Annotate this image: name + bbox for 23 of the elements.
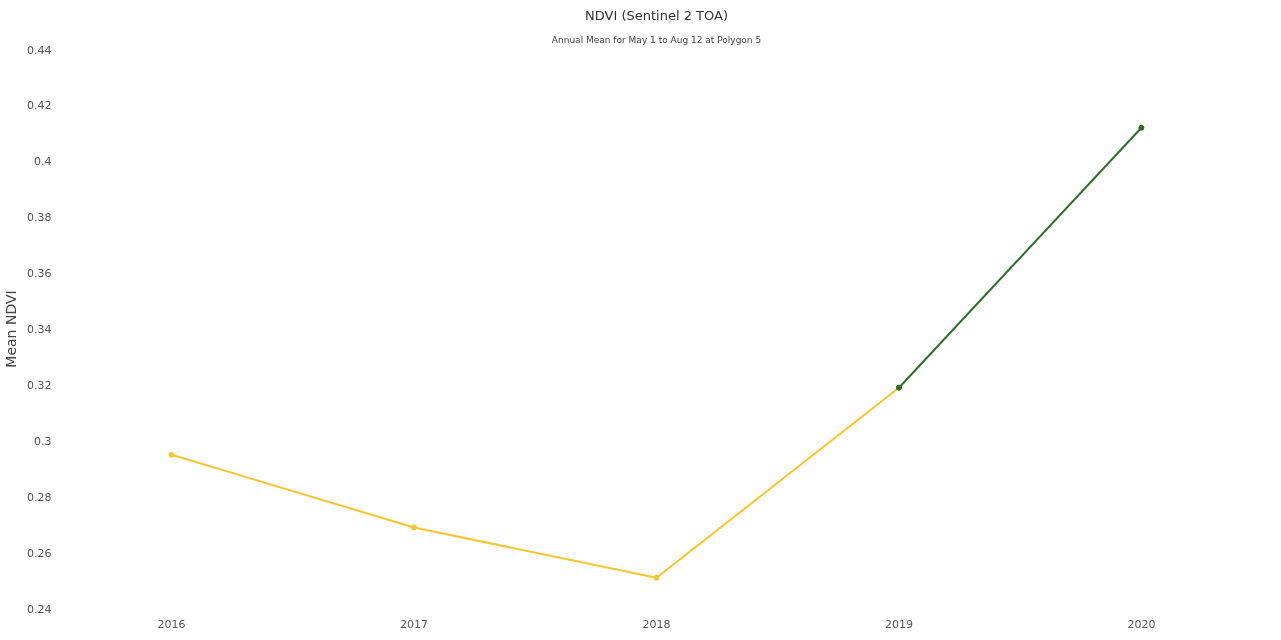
y-axis-title: Mean NDVI: [3, 290, 20, 368]
y-tick-label: 0.44: [27, 43, 52, 57]
y-tick-label: 0.24: [27, 602, 52, 616]
x-tick-label: 2017: [400, 617, 429, 631]
y-tick-label: 0.38: [27, 211, 52, 225]
point: [653, 574, 660, 581]
chart-subtitle: Annual Mean for May 1 to Aug 12 at Polygon 5: [551, 34, 762, 45]
point: [168, 451, 175, 458]
y-tick-label: 0.26: [27, 546, 52, 560]
x-tick-label: 2019: [884, 617, 913, 631]
x-tick-label: 2020: [1127, 617, 1156, 631]
chart-title: NDVI (Sentinel 2 TOA): [585, 7, 728, 23]
x-tick-label: 2018: [642, 617, 671, 631]
point: [411, 524, 418, 531]
y-tick-label: 0.34: [27, 323, 52, 336]
y-tick-label: 0.28: [27, 490, 52, 504]
y-tick-label: 0.3: [34, 434, 52, 448]
x-tick-label: 2016: [157, 617, 186, 631]
y-tick-label: 0.4: [34, 155, 52, 169]
point: [1138, 124, 1145, 131]
y-tick-label: 0.32: [27, 378, 52, 392]
y-tick-label: 0.36: [27, 267, 52, 281]
y-tick-label: 0.42: [27, 99, 52, 113]
